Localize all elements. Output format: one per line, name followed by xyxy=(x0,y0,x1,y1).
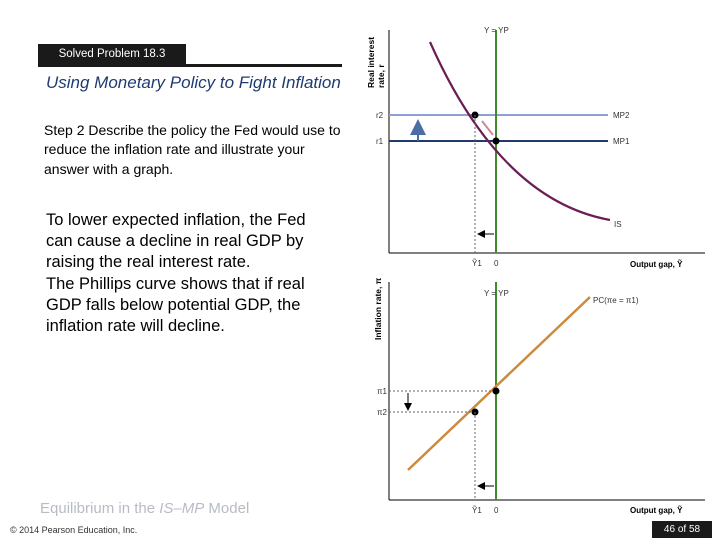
mp1-label: MP1 xyxy=(613,137,630,146)
page-number: 46 of 58 xyxy=(652,521,712,538)
title-rule xyxy=(38,64,342,67)
is-curve xyxy=(428,41,611,222)
bottom-y-axis-label: Inflation rate, π xyxy=(373,277,383,340)
slide-title: Using Monetary Policy to Fight Inflation xyxy=(46,73,341,92)
pi2-label: π2 xyxy=(377,408,388,417)
top-zero-label: 0 xyxy=(494,259,499,268)
bottom-graph: Inflation rate, π Y = YP PC(πe = π1) π1 … xyxy=(373,277,705,515)
footer-title-prefix: Equilibrium in the xyxy=(40,500,160,517)
explanation-paragraph-2: The Phillips curve shows that if real GD… xyxy=(46,274,305,336)
step-text: Step 2 Describe the policy the Fed would… xyxy=(44,122,341,177)
mp2-label: MP2 xyxy=(613,111,630,120)
footer-title: Equilibrium in the IS–MP Model xyxy=(40,500,249,517)
bottom-zero-label: 0 xyxy=(494,506,499,515)
r2-label: r2 xyxy=(376,111,384,120)
footer-title-suffix: Model xyxy=(204,500,250,517)
top-x-axis-label: Output gap, Ỹ xyxy=(630,260,683,269)
footer-title-italic: IS–MP xyxy=(159,500,205,517)
bottom-x-axis-label: Output gap, Ỹ xyxy=(630,506,683,515)
phillips-curve xyxy=(407,296,591,471)
pi1-label: π1 xyxy=(377,387,388,396)
copyright: © 2014 Pearson Education, Inc. xyxy=(10,525,138,535)
top-graph: Real interest rate, r MP2 MP1 r2 r1 Y = … xyxy=(366,26,705,269)
top-ytilde-label: Ỹ1 xyxy=(472,259,482,268)
top-potential-gdp-label: Y = YP xyxy=(484,26,509,35)
bottom-initial-point xyxy=(492,387,500,395)
is-label: IS xyxy=(614,220,622,229)
bottom-potential-gdp-label: Y = YP xyxy=(484,289,509,298)
r1-label: r1 xyxy=(376,137,384,146)
is-shift-arrow xyxy=(481,120,494,136)
explanation-paragraph-1: To lower expected inflation, the Fed can… xyxy=(46,211,306,272)
explanation-text: To lower expected inflation, the Fed can… xyxy=(46,210,308,337)
solved-problem-banner: Solved Problem 18.3 xyxy=(38,44,186,64)
top-y-axis-label: Real interest rate, r xyxy=(366,35,386,88)
top-initial-point xyxy=(492,137,500,145)
phillips-curve-label: PC(πe = π1) xyxy=(593,296,639,305)
bottom-ytilde-label: Ỹ1 xyxy=(472,506,482,515)
